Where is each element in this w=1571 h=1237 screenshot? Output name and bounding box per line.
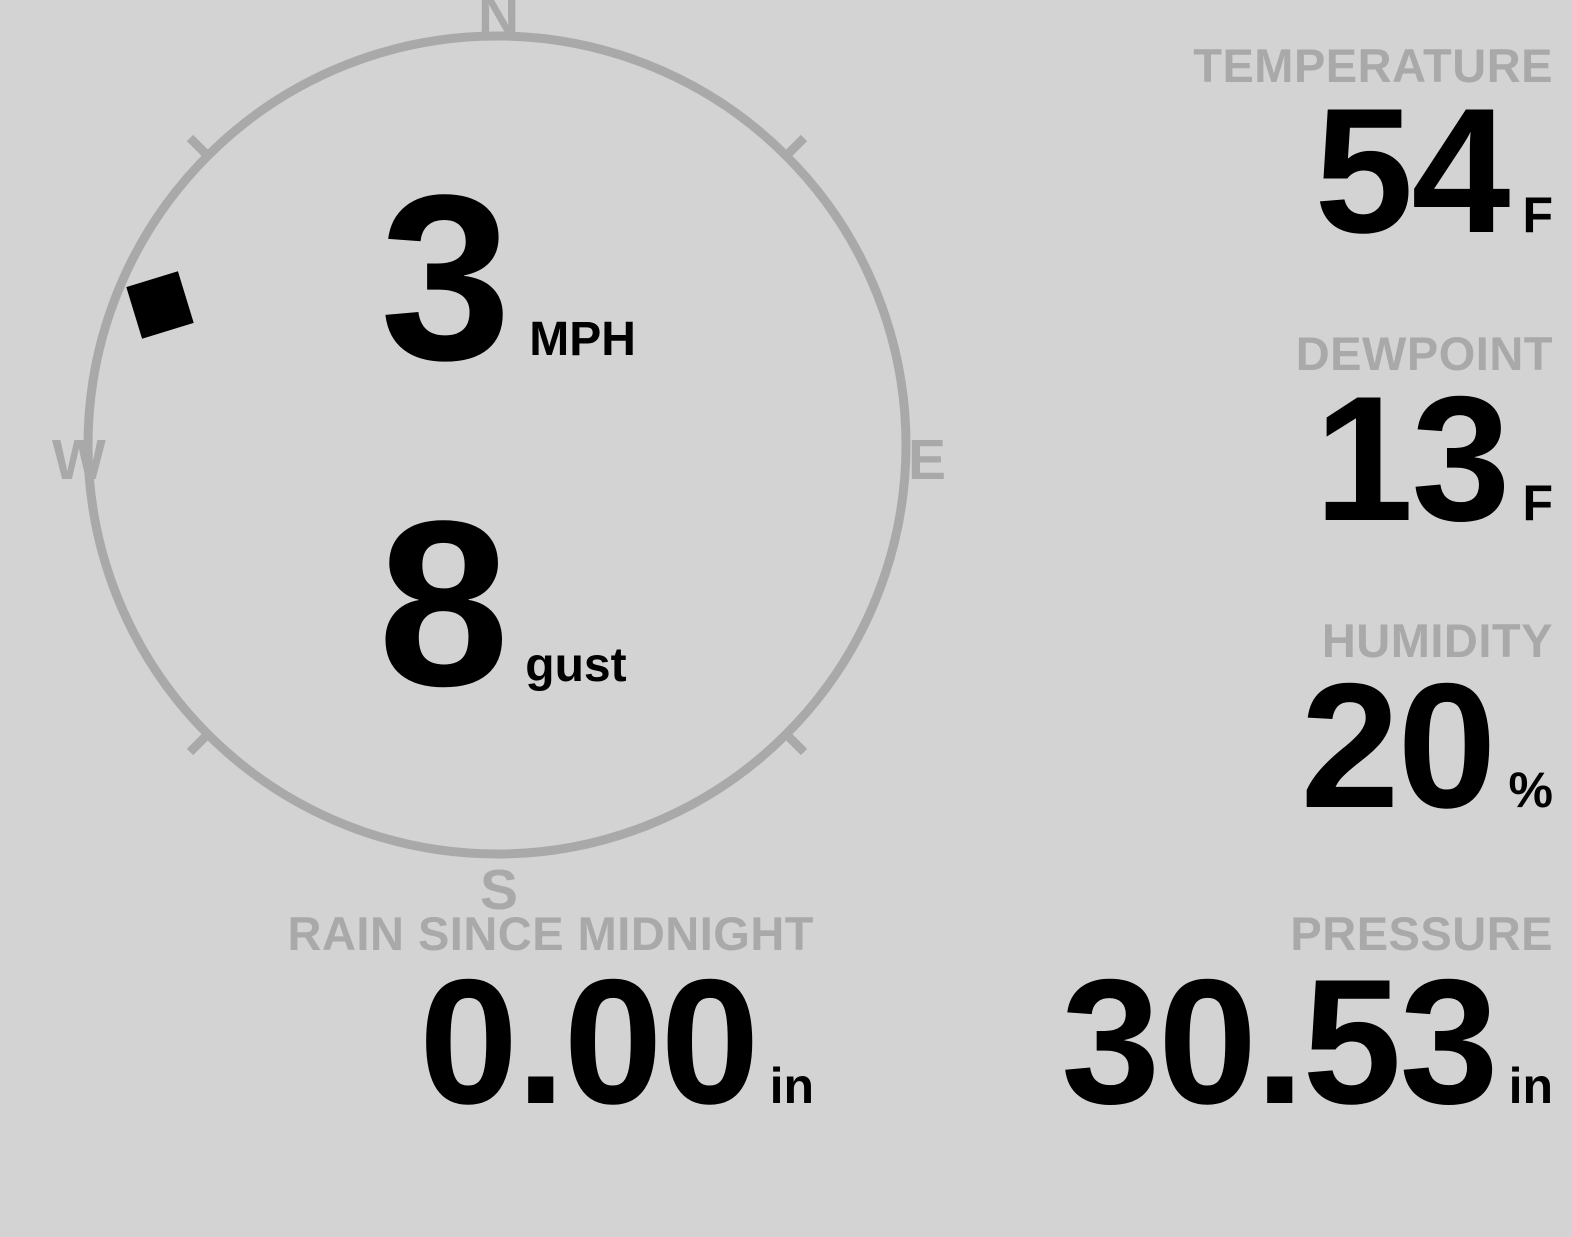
stat-humidity-value: 20 [1300, 646, 1497, 845]
stat-rain-valuerow: 0.00 in [288, 942, 814, 1141]
wind-gust-unit: gust [525, 639, 627, 692]
stat-humidity: HUMIDITY 20 % [1300, 614, 1553, 845]
compass-tick-marks [186, 134, 808, 756]
stat-pressure-label: PRESSURE [1290, 907, 1553, 960]
compass-label-north: N [478, 0, 520, 47]
stat-rain-label: RAIN SINCE MIDNIGHT [287, 907, 814, 960]
stat-temperature-label: TEMPERATURE [1193, 39, 1553, 92]
stat-humidity-valuerow: 20 % [1300, 646, 1553, 845]
stat-pressure: PRESSURE 30.53 in [1061, 907, 1553, 1141]
stat-dewpoint: DEWPOINT 13 F [1295, 327, 1553, 558]
stat-pressure-unit: in [1508, 1058, 1553, 1114]
stat-humidity-unit: % [1508, 762, 1553, 818]
stat-rain-since-midnight: RAIN SINCE MIDNIGHT 0.00 in [287, 907, 815, 1141]
wind-speed-value: 3 [380, 146, 511, 410]
stat-dewpoint-valuerow: 13 F [1296, 359, 1553, 558]
compass-label-south: S [480, 858, 519, 922]
wind-gust-readout: 8 gust [378, 472, 627, 736]
wind-direction-marker [126, 271, 194, 339]
stat-dewpoint-label: DEWPOINT [1295, 327, 1553, 380]
stat-humidity-label: HUMIDITY [1321, 614, 1553, 667]
compass-tick-ne [782, 134, 808, 160]
bottom-row: RAIN SINCE MIDNIGHT 0.00 in PRESSURE 30.… [0, 898, 1571, 1141]
wind-compass-gauge: N E S W 3 MPH 8 gust [0, 0, 990, 919]
stat-temperature-unit: F [1522, 187, 1553, 243]
compass-label-west: W [52, 428, 106, 492]
compass-tick-sw [186, 730, 212, 756]
compass-ring [83, 31, 911, 859]
stat-dewpoint-unit: F [1522, 475, 1553, 531]
wind-speed-readout: 3 MPH [380, 146, 636, 410]
stat-temperature: TEMPERATURE 54 F [1193, 39, 1553, 270]
compass-ring-svg [83, 31, 911, 859]
compass-tick-se [782, 730, 808, 756]
stat-temperature-value: 54 [1314, 71, 1510, 270]
compass-label-east: E [908, 428, 947, 492]
stat-dewpoint-value: 13 [1314, 359, 1510, 558]
compass-tick-nw [186, 134, 212, 160]
wind-gust-value: 8 [378, 472, 509, 736]
stat-pressure-value: 30.53 [1061, 942, 1498, 1141]
stat-temperature-valuerow: 54 F [1193, 71, 1553, 270]
stat-rain-unit: in [769, 1058, 814, 1114]
wind-speed-unit: MPH [529, 313, 636, 366]
stat-rain-value: 0.00 [419, 942, 759, 1141]
stats-column: TEMPERATURE 54 F DEWPOINT 13 F HUMIDITY … [1011, 0, 1571, 900]
stat-pressure-valuerow: 30.53 in [1061, 942, 1553, 1141]
